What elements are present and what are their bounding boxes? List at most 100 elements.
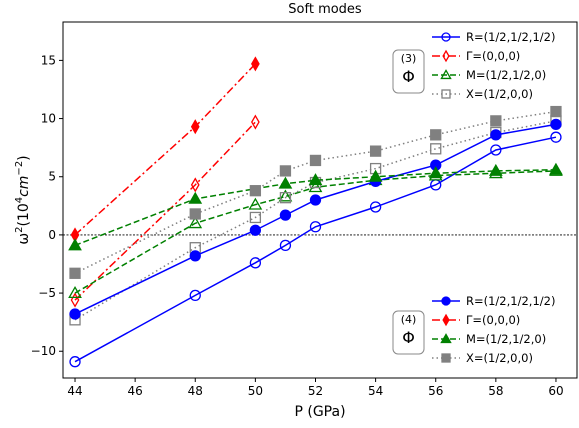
data-point xyxy=(309,154,322,167)
data-point xyxy=(550,131,562,143)
legend-entry-label: M=(1/2,1/2,0) xyxy=(466,332,546,346)
x-tick-label: 60 xyxy=(548,384,563,398)
legend-entry-label: X=(1/2,0,0) xyxy=(466,351,533,365)
legend-swatch-marker xyxy=(441,32,451,42)
series-line xyxy=(74,120,557,321)
x-axis: 44 46 48 50 52 54 56 58 60 xyxy=(67,378,564,398)
data-point xyxy=(188,191,203,204)
plot-area xyxy=(62,21,578,379)
legend-open-box xyxy=(392,49,425,94)
series-line xyxy=(74,110,557,274)
data-point xyxy=(308,180,323,193)
legend-entry-label: Γ=(0,0,0) xyxy=(466,313,520,327)
legend-swatch-marker xyxy=(442,49,450,63)
data-point xyxy=(279,209,292,221)
x-tick-label: 56 xyxy=(428,384,443,398)
series-line xyxy=(74,136,557,363)
series-1 xyxy=(70,114,260,308)
data-point xyxy=(251,56,260,72)
y-tick-label: 5 xyxy=(48,170,56,184)
legend-filled: (4) Φ R=(1/2,1/2,1/2) Γ=(0,0,0) M=(1/2,1/2… xyxy=(392,294,555,365)
legend-filled-box xyxy=(392,310,425,355)
y-label-sup2: 4 xyxy=(14,197,25,203)
data-point xyxy=(249,224,262,236)
legend-entry-label: X=(1/2,0,0) xyxy=(466,87,533,101)
data-point xyxy=(68,286,82,299)
data-point xyxy=(69,308,81,320)
series-line xyxy=(74,169,556,247)
data-point xyxy=(430,143,442,155)
series-4 xyxy=(69,118,562,320)
data-point xyxy=(428,166,443,179)
series-0 xyxy=(69,131,562,368)
series-line xyxy=(74,121,256,301)
data-point xyxy=(249,185,262,197)
y-label-unit: cm xyxy=(16,176,32,197)
x-tick-label: 54 xyxy=(368,384,383,398)
data-point xyxy=(248,197,263,210)
legend-filled-symbol: Φ xyxy=(402,328,415,347)
legend-entry-label: R=(1/2,1/2,1/2) xyxy=(466,294,555,308)
legend-entry-label: M=(1/2,1/2,0) xyxy=(466,68,546,82)
data-point xyxy=(69,267,81,279)
data-point xyxy=(251,114,260,130)
legend-swatch-marker xyxy=(440,333,452,344)
data-point xyxy=(550,118,562,131)
y-label-paren-open: (10 xyxy=(16,203,32,226)
legend-entry-label: Γ=(0,0,0) xyxy=(466,49,520,63)
legend-swatch-marker xyxy=(441,353,451,363)
series-layer xyxy=(68,56,563,368)
data-point xyxy=(249,257,262,269)
data-point xyxy=(190,177,200,193)
plot-frame xyxy=(62,21,578,379)
data-point xyxy=(308,173,323,186)
series-7 xyxy=(69,105,562,279)
data-point xyxy=(430,129,442,141)
legend-swatch-marker xyxy=(440,69,452,80)
x-tick-label: 44 xyxy=(67,384,82,398)
data-point xyxy=(550,105,562,118)
data-point xyxy=(369,145,382,157)
data-point xyxy=(309,221,322,233)
legend-filled-entries: R=(1/2,1/2,1/2) Γ=(0,0,0) M=(1/2,1/2,0) X=(… xyxy=(432,294,555,365)
legend-entry-label: R=(1/2,1/2,1/2) xyxy=(466,30,555,44)
series-6 xyxy=(68,162,563,251)
data-point xyxy=(68,238,82,251)
data-point xyxy=(549,162,563,175)
x-tick-label: 50 xyxy=(248,384,263,398)
data-point xyxy=(490,144,502,156)
legend-swatch-marker xyxy=(442,313,450,327)
legend-swatch-marker xyxy=(441,89,451,99)
data-point xyxy=(190,119,200,135)
y-tick-label: −10 xyxy=(31,344,56,358)
y-tick-label: 0 xyxy=(48,228,56,242)
data-point xyxy=(69,356,81,368)
x-tick-label: 46 xyxy=(127,384,142,398)
data-point xyxy=(368,169,383,182)
legend-open-symbol: Φ xyxy=(402,67,415,86)
y-label-sup: 2 xyxy=(14,227,25,233)
legend-filled-number: (4) xyxy=(401,313,417,326)
data-point xyxy=(188,216,203,229)
data-point xyxy=(189,208,201,220)
data-point xyxy=(488,163,503,176)
legend-open: (3) Φ R=(1/2,1/2,1/2) Γ=(0,0,0) M=(1/2,1/2… xyxy=(392,30,555,101)
legend-swatch-marker xyxy=(441,296,451,306)
data-point xyxy=(279,165,292,177)
data-point xyxy=(279,239,292,252)
data-point xyxy=(249,211,262,224)
data-point xyxy=(490,115,502,127)
data-point xyxy=(189,250,201,262)
data-point xyxy=(278,176,293,189)
data-point xyxy=(369,201,382,213)
y-axis-label: ω2(104cm−2) xyxy=(14,155,32,244)
y-label-sup3: −2 xyxy=(14,161,25,176)
x-tick-label: 58 xyxy=(488,384,503,398)
y-axis: −10 −5 0 5 10 15 xyxy=(31,53,63,358)
series-line xyxy=(74,123,557,315)
data-point xyxy=(309,194,322,206)
x-tick-label: 52 xyxy=(308,384,323,398)
data-point xyxy=(278,189,293,202)
y-label-base: ω xyxy=(16,233,32,245)
